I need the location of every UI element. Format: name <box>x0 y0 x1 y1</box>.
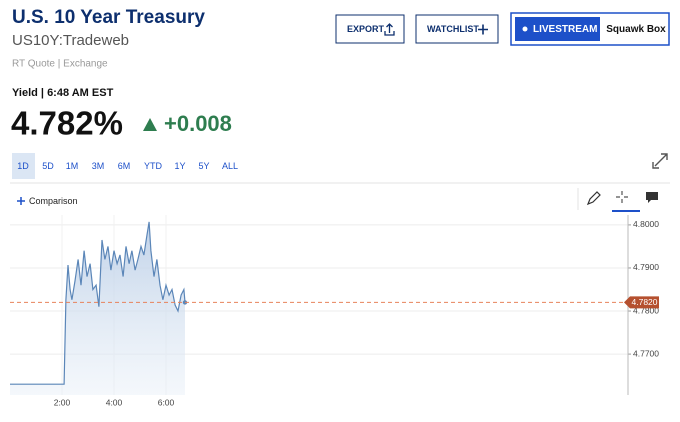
line <box>10 221 186 385</box>
quote-value: 4.782% <box>11 105 123 142</box>
y-tick-label: 4.7800 <box>633 305 659 315</box>
x-tick-label: 4:00 <box>106 397 123 407</box>
symbol: US10Y:Tradeweb <box>12 32 129 49</box>
y-tick-label: 4.7900 <box>633 262 659 272</box>
area-fill <box>10 221 185 395</box>
expand-icon[interactable] <box>652 153 668 169</box>
source: RT Quote | Exchange <box>12 59 108 70</box>
plus-icon <box>478 24 488 35</box>
draw-icon[interactable] <box>586 191 601 206</box>
comparison-button[interactable]: Comparison <box>29 196 78 206</box>
quote-change: +0.008 <box>164 111 232 136</box>
range-tab[interactable]: 1D <box>17 161 29 171</box>
x-tick-label: 2:00 <box>54 397 71 407</box>
export-button[interactable]: EXPORT <box>335 14 405 44</box>
button-frame <box>335 14 405 44</box>
quote-label: Yield | 6:48 AM EST <box>12 87 114 99</box>
range-tab[interactable]: 5D <box>42 161 54 171</box>
reference-tag <box>624 296 659 309</box>
plus-icon <box>17 197 25 205</box>
range-tab[interactable]: 5Y <box>198 161 209 171</box>
export-icon <box>384 23 395 36</box>
last-point <box>182 300 188 305</box>
x-tick-label: 6:00 <box>158 397 175 407</box>
button-fill <box>515 17 600 41</box>
squawk-link[interactable]: Squawk Box <box>606 24 666 35</box>
crosshair-icon[interactable] <box>616 191 628 203</box>
live-dot <box>522 26 528 32</box>
button-label: EXPORT <box>347 24 385 34</box>
reference-label: 4.7820 <box>632 297 658 307</box>
button-label: WATCHLIST <box>427 24 479 34</box>
watchlist-button[interactable]: WATCHLIST <box>415 14 499 44</box>
range-selected <box>12 153 35 179</box>
range-tab[interactable]: 3M <box>92 161 105 171</box>
range-tabs: 1D 5D 1M 3M 6M YTD 1Y 5Y ALL <box>17 161 238 171</box>
range-tab[interactable]: YTD <box>144 161 163 171</box>
range-tab[interactable]: ALL <box>222 161 238 171</box>
range-tab[interactable]: 1Y <box>174 161 185 171</box>
livestream-button[interactable]: LIVESTREAM <box>515 17 600 41</box>
comment-icon[interactable] <box>646 192 658 203</box>
up-arrow <box>143 118 157 131</box>
plot: 4.7700 4.7800 4.7900 4.8000 2:00 4:00 6:00 4.78… <box>10 215 659 407</box>
range-tab[interactable]: 1M <box>66 161 79 171</box>
y-tick-label: 4.8000 <box>633 219 659 229</box>
y-tick-label: 4.7700 <box>633 348 659 358</box>
range-tab[interactable]: 6M <box>118 161 131 171</box>
button-label: LIVESTREAM <box>533 24 597 35</box>
title: U.S. 10 Year Treasury <box>12 7 205 28</box>
